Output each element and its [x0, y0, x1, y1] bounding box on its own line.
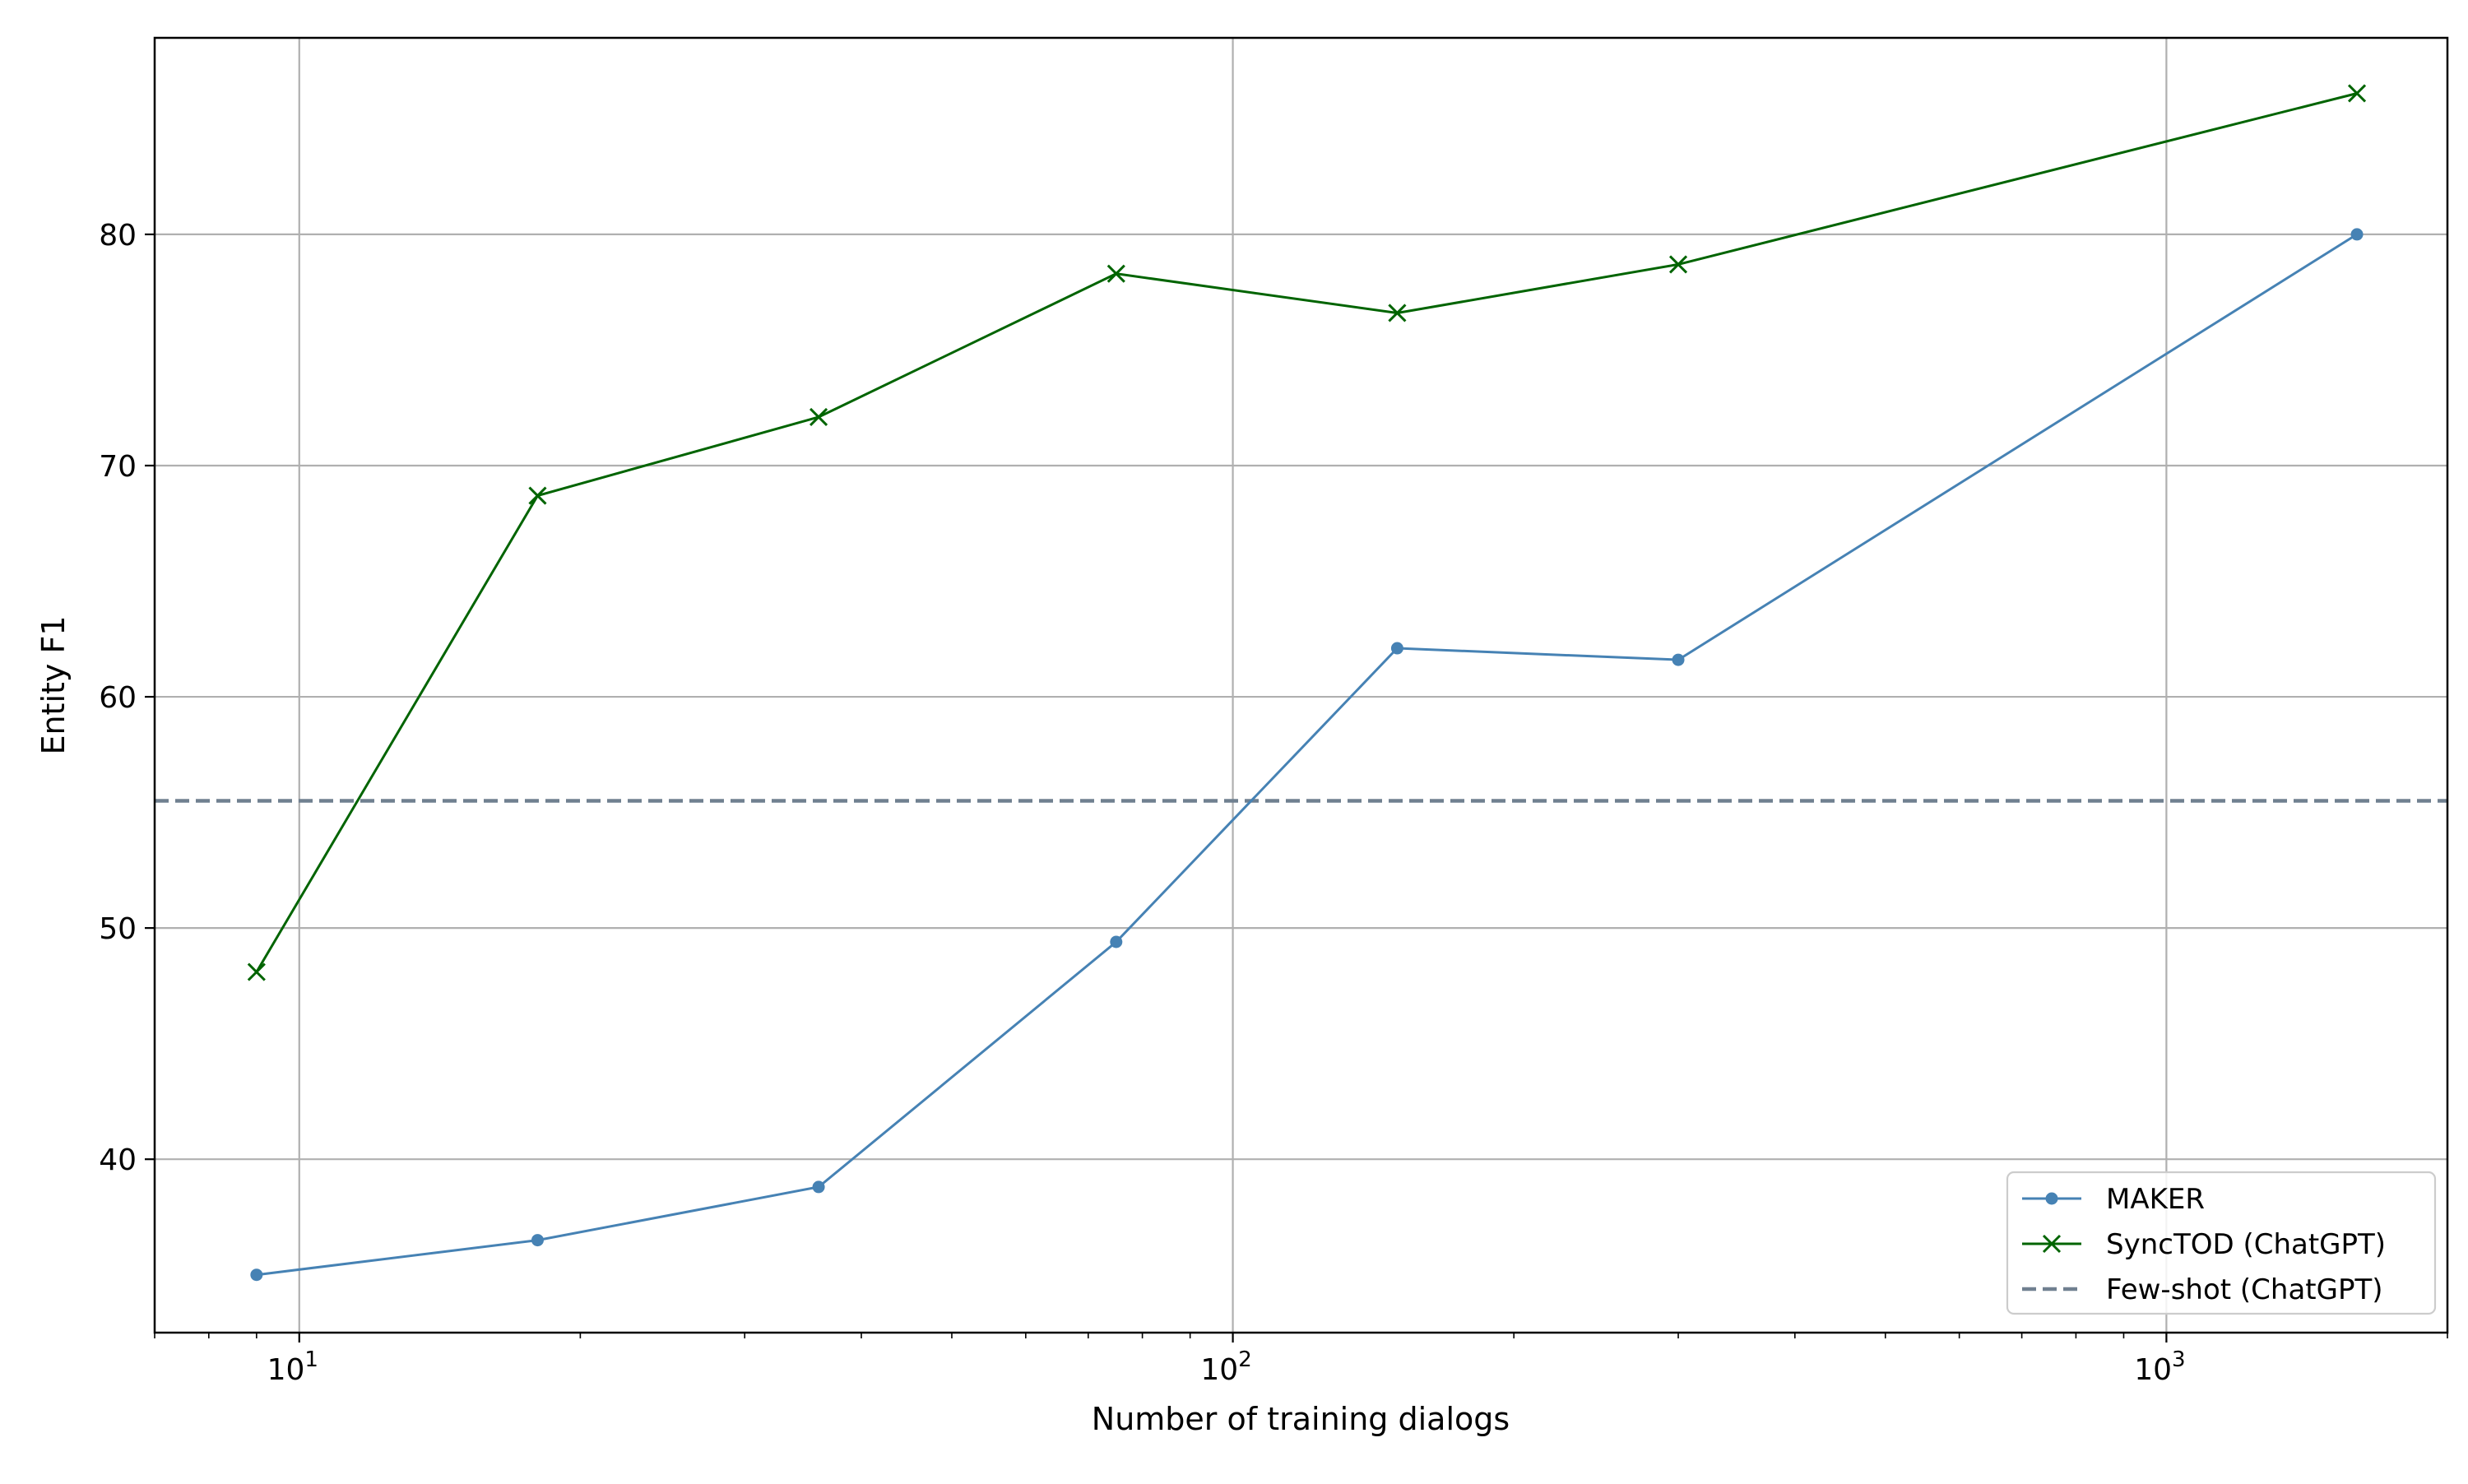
- data-point-synctod: [2347, 84, 2367, 103]
- y-axis-label: Entity F1: [35, 615, 72, 754]
- legend-marker: [2042, 1234, 2062, 1254]
- data-point-maker: [2350, 228, 2364, 241]
- legend: MAKER SyncTOD (ChatGPT) Few-shot (ChatGPT): [2006, 1171, 2437, 1315]
- x-axis-label: Number of training dialogs: [1092, 1401, 1510, 1437]
- data-point-synctod: [1388, 304, 1407, 322]
- legend-label: SyncTOD (ChatGPT): [2106, 1228, 2386, 1261]
- y-tick-label: 70: [99, 450, 137, 484]
- y-tick-label: 80: [99, 219, 137, 253]
- data-point-synctod: [528, 486, 547, 505]
- y-tick-label: 60: [99, 681, 137, 715]
- y-tick-label: 40: [99, 1143, 137, 1177]
- data-point-maker: [250, 1268, 263, 1282]
- legend-entry: Few-shot (ChatGPT): [2022, 1273, 2383, 1306]
- data-point-maker: [531, 1234, 544, 1247]
- legend-entry: SyncTOD (ChatGPT): [2022, 1228, 2386, 1261]
- data-point-synctod: [247, 962, 266, 981]
- data-point-synctod: [810, 407, 828, 427]
- legend-label: Few-shot (ChatGPT): [2106, 1273, 2383, 1306]
- legend-entry: MAKER: [2022, 1183, 2205, 1216]
- series-synctod: [247, 84, 2367, 981]
- x-tick-label: 101: [267, 1347, 318, 1387]
- x-tick-label: 102: [1200, 1347, 1251, 1387]
- axis-ticks: 40 50 60 70 80 101 102 103: [99, 219, 2448, 1387]
- grid: [155, 38, 2447, 1333]
- data-point-maker: [1672, 653, 1685, 666]
- x-tick-label: 103: [2134, 1347, 2185, 1387]
- data-point-synctod: [1668, 255, 1688, 274]
- legend-box: [2006, 1171, 2437, 1315]
- series-layer: [247, 84, 2367, 1282]
- axes-frame: [153, 36, 2449, 1334]
- series-maker: [250, 228, 2364, 1282]
- data-point-maker: [1390, 642, 1403, 655]
- y-tick-label: 50: [99, 912, 137, 946]
- legend-marker: [2045, 1192, 2058, 1205]
- data-point-maker: [1110, 935, 1123, 948]
- data-point-synctod: [1106, 264, 1125, 283]
- data-point-maker: [812, 1180, 825, 1194]
- legend-label: MAKER: [2106, 1183, 2205, 1216]
